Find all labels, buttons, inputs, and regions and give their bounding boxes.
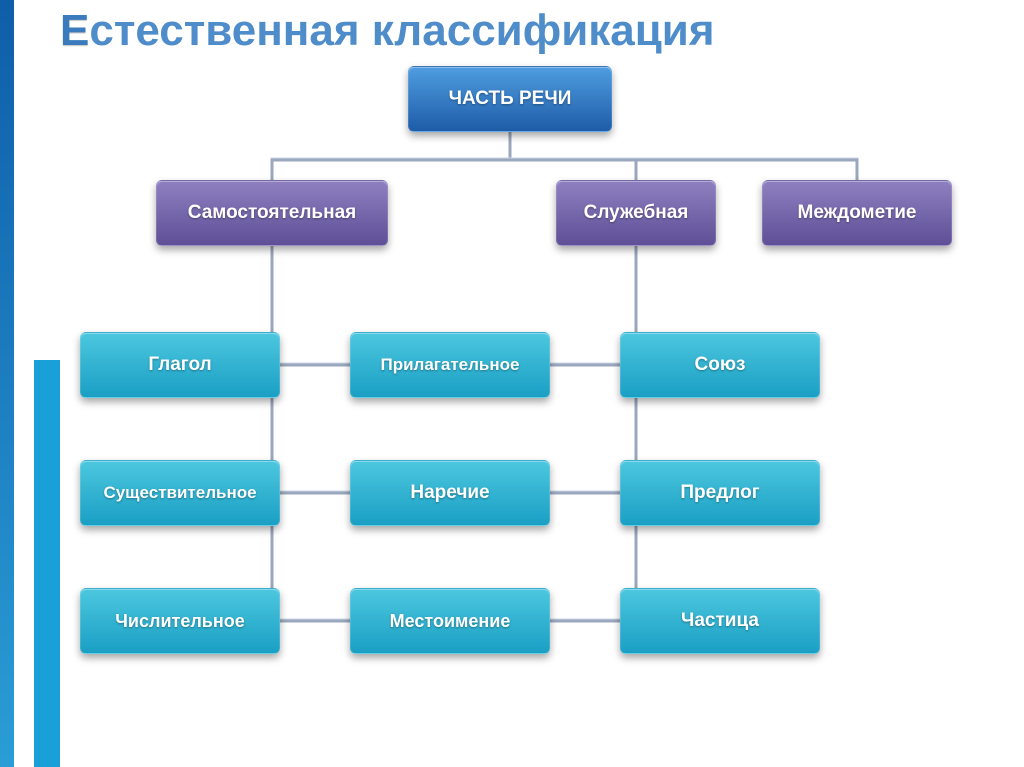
leaf-adv: Наречие [350,460,550,526]
slide-title: Естественная классификация [60,6,715,56]
leaf-noun: Существительное [80,460,280,526]
leaf-part: Частица [620,588,820,654]
category-intj-label: Междометие [798,202,917,224]
title-rest: стественная классификация [89,6,714,55]
category-self-label: Самостоятельная [188,202,357,224]
leaf-pron-label: Местоимение [390,611,511,632]
leaf-verb-label: Глагол [148,354,211,376]
root-node-label: ЧАСТЬ РЕЧИ [449,88,572,110]
root-node: ЧАСТЬ РЕЧИ [408,66,612,132]
leaf-conj-label: Союз [695,354,746,376]
leaf-prep: Предлог [620,460,820,526]
category-self: Самостоятельная [156,180,388,246]
category-intj: Междометие [762,180,952,246]
leaf-verb: Глагол [80,332,280,398]
title-dropcap: Е [60,6,89,55]
leaf-num-label: Числительное [115,611,244,632]
category-serv: Служебная [556,180,716,246]
leaf-adj: Прилагательное [350,332,550,398]
category-serv-label: Служебная [584,202,689,224]
leaf-adv-label: Наречие [410,482,489,504]
leaf-part-label: Частица [681,610,759,632]
left-accent-bar-secondary [34,360,60,767]
leaf-pron: Местоимение [350,588,550,654]
leaf-conj: Союз [620,332,820,398]
left-accent-bar [0,0,14,767]
leaf-num: Числительное [80,588,280,654]
leaf-prep-label: Предлог [680,482,759,504]
leaf-noun-label: Существительное [103,483,256,503]
leaf-adj-label: Прилагательное [381,355,520,375]
